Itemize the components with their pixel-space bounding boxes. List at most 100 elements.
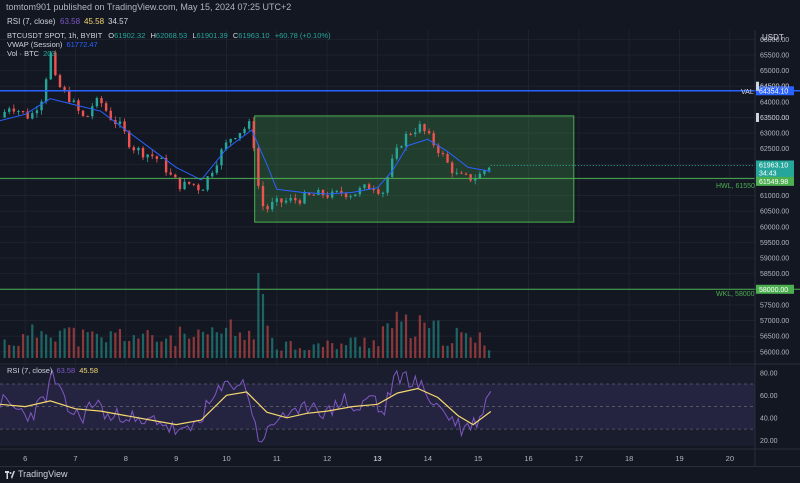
volume-bar (155, 341, 158, 358)
time-tick-label: 11 (273, 454, 281, 463)
candle-body (127, 131, 131, 148)
rsi-tick-label: 20.00 (760, 438, 778, 445)
volume-bar (183, 333, 186, 358)
legend-close: 61963.10 (238, 31, 269, 40)
candle-body (298, 200, 302, 204)
price-tick-label: 59500.00 (760, 240, 789, 247)
volume-bar (331, 343, 334, 358)
candle-body (109, 110, 112, 121)
volume-bar (312, 344, 315, 358)
price-tick-label: 65500.00 (760, 52, 789, 59)
volume-bar (354, 337, 357, 358)
candle-body (414, 132, 417, 135)
candle-body (367, 184, 371, 189)
candle-body (303, 193, 306, 204)
wkl-price-badge (756, 284, 794, 294)
time-tick-label: 17 (575, 454, 583, 463)
volume-bar (381, 326, 385, 358)
volume-bar (109, 331, 112, 358)
volume-bar (409, 338, 412, 358)
candle-body (54, 52, 57, 76)
candle-body (12, 108, 16, 112)
rsi-ma-line (0, 387, 492, 426)
last-price-label: 61963.10 (759, 162, 788, 169)
candle-body (257, 148, 260, 186)
volume-bar (418, 315, 421, 358)
time-tick-label: 16 (524, 454, 532, 463)
rsi-pane-ma-value: 45.58 (79, 366, 98, 375)
volume-bar (40, 331, 43, 358)
volume-bar (211, 327, 214, 358)
candle-body (174, 174, 177, 178)
candle-body (284, 200, 288, 203)
volume-bar (17, 345, 20, 358)
candle-body (31, 113, 34, 119)
candle-body (86, 115, 89, 117)
hwl-price-label: 61549.98 (759, 179, 788, 186)
hwl-tag: HWL, 61550 (716, 183, 755, 190)
legend-low-label: L (192, 31, 196, 40)
volume-bar (340, 343, 343, 358)
last-price-badge (756, 160, 794, 178)
time-tick-label: 6 (23, 454, 27, 463)
volume-bar (298, 348, 302, 358)
candle-body (49, 52, 52, 80)
candle-body (91, 106, 94, 117)
val-price-label: 64354.10 (759, 88, 788, 95)
volume-bar (404, 314, 408, 358)
legend-vwap-label: VWAP (Session) (7, 40, 63, 49)
svg-text:BTCUSDT SPOT, 1h, BYBIT: BTCUSDT SPOT, 1h, BYBIT O61902.32 H62068… (7, 31, 331, 40)
candle-body (40, 101, 43, 111)
candle-body (206, 176, 209, 190)
candle-body (271, 201, 274, 210)
price-tick-label: 62500.00 (760, 146, 789, 153)
candle-body (312, 194, 315, 196)
time-tick-label: 15 (474, 454, 482, 463)
volume-bar (469, 337, 472, 358)
volume-bar (201, 331, 205, 358)
currency-label[interactable]: USDT (762, 33, 784, 42)
candle-body (344, 193, 348, 198)
candle-body (349, 196, 352, 198)
edge-marker-low (756, 112, 759, 122)
candle-body (400, 146, 403, 148)
volume-bar (266, 325, 269, 358)
candle-body (487, 167, 491, 171)
candle-body (437, 145, 440, 154)
edge-marker-high (756, 81, 759, 91)
candle-body (331, 191, 334, 198)
candle-body (211, 172, 214, 177)
candle-body (247, 121, 251, 129)
volume-bar (344, 345, 348, 358)
candle-body (294, 197, 297, 201)
volume-bar (137, 338, 140, 358)
brand-name[interactable]: TradingView (18, 469, 68, 479)
candle-body (178, 177, 182, 190)
candle-body (275, 198, 279, 202)
rsi-pane-value: 63.58 (56, 366, 75, 375)
candle-body (363, 184, 366, 189)
candle-body (469, 174, 472, 181)
legend-high-label: H (151, 31, 156, 40)
volume-bar (197, 329, 200, 358)
candle-body (229, 138, 232, 143)
candle-body (151, 154, 154, 157)
candle-body (441, 153, 445, 155)
time-axis[interactable]: 6 7 8 9 10 11 12 13 14 15 16 17 18 19 20 (23, 454, 734, 463)
volume-bar (234, 335, 237, 358)
volume-bar (21, 334, 25, 358)
volume-bar (349, 337, 352, 358)
volume-bar (460, 332, 463, 358)
volume-bar (427, 328, 431, 358)
volume-bar (91, 331, 94, 358)
time-tick-label: 13 (373, 454, 381, 463)
volume-bar (160, 341, 163, 358)
volume-bar (151, 335, 154, 358)
rsi-axis[interactable]: 80.00 60.00 40.00 20.00 (760, 370, 778, 445)
volume-bar (275, 349, 278, 358)
volume-bar (100, 337, 103, 358)
volume-bar (284, 341, 288, 358)
volume-bar (141, 333, 145, 358)
volume-bar (63, 328, 66, 358)
